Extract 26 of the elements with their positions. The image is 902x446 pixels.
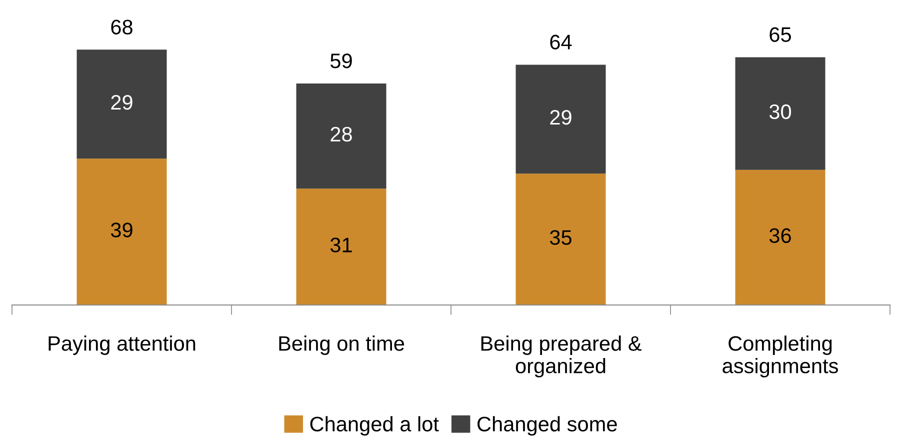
x-tick-label: Being prepared & organized: [481, 336, 642, 378]
total-label: 59: [330, 53, 352, 68]
data-label: 29: [111, 94, 132, 110]
bar: [735, 170, 826, 305]
bar: [76, 50, 167, 159]
bar: [76, 158, 167, 305]
legend-label: Changed a lot: [310, 416, 439, 436]
data-label: 28: [330, 126, 352, 142]
x-tick-label: Being on time: [279, 336, 404, 355]
bar: [296, 188, 386, 305]
bar: [516, 174, 606, 305]
data-label: 31: [330, 238, 352, 252]
data-label: 29: [550, 110, 572, 125]
data-label: 35: [550, 230, 572, 245]
x-tick-label: Paying attention: [48, 336, 196, 355]
bar: [735, 57, 826, 170]
total-label: 68: [111, 20, 132, 34]
legend-label: Changed some: [478, 416, 617, 436]
x-tick-label: Completing assignments: [722, 336, 838, 378]
data-label: 39: [110, 222, 132, 238]
total-label: 65: [770, 27, 791, 42]
total-label: 64: [550, 34, 572, 50]
bar: [296, 83, 386, 189]
data-label: 36: [769, 228, 791, 244]
bar: [516, 64, 606, 174]
data-label: 30: [769, 104, 792, 120]
